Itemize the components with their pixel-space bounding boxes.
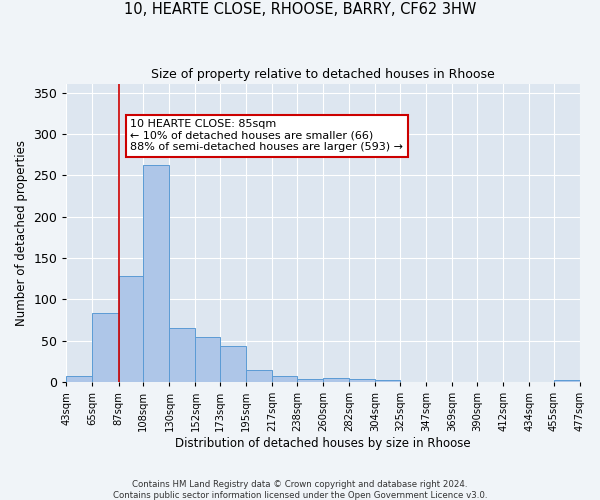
Bar bbox=[247, 370, 272, 382]
Text: 10 HEARTE CLOSE: 85sqm
← 10% of detached houses are smaller (66)
88% of semi-det: 10 HEARTE CLOSE: 85sqm ← 10% of detached… bbox=[130, 119, 403, 152]
X-axis label: Distribution of detached houses by size in Rhoose: Distribution of detached houses by size … bbox=[175, 437, 471, 450]
Bar bbox=[323, 378, 349, 382]
Bar bbox=[220, 346, 247, 382]
Bar bbox=[67, 376, 92, 382]
Bar bbox=[92, 314, 119, 382]
Bar bbox=[272, 376, 297, 382]
Bar bbox=[143, 164, 169, 382]
Bar bbox=[169, 328, 196, 382]
Text: 10, HEARTE CLOSE, RHOOSE, BARRY, CF62 3HW: 10, HEARTE CLOSE, RHOOSE, BARRY, CF62 3H… bbox=[124, 2, 476, 18]
Bar bbox=[119, 276, 143, 382]
Title: Size of property relative to detached houses in Rhoose: Size of property relative to detached ho… bbox=[151, 68, 495, 80]
Bar bbox=[375, 380, 400, 382]
Bar bbox=[349, 378, 375, 382]
Y-axis label: Number of detached properties: Number of detached properties bbox=[15, 140, 28, 326]
Bar bbox=[297, 378, 323, 382]
Bar bbox=[196, 336, 220, 382]
Text: Contains HM Land Registry data © Crown copyright and database right 2024.
Contai: Contains HM Land Registry data © Crown c… bbox=[113, 480, 487, 500]
Bar bbox=[554, 380, 580, 382]
